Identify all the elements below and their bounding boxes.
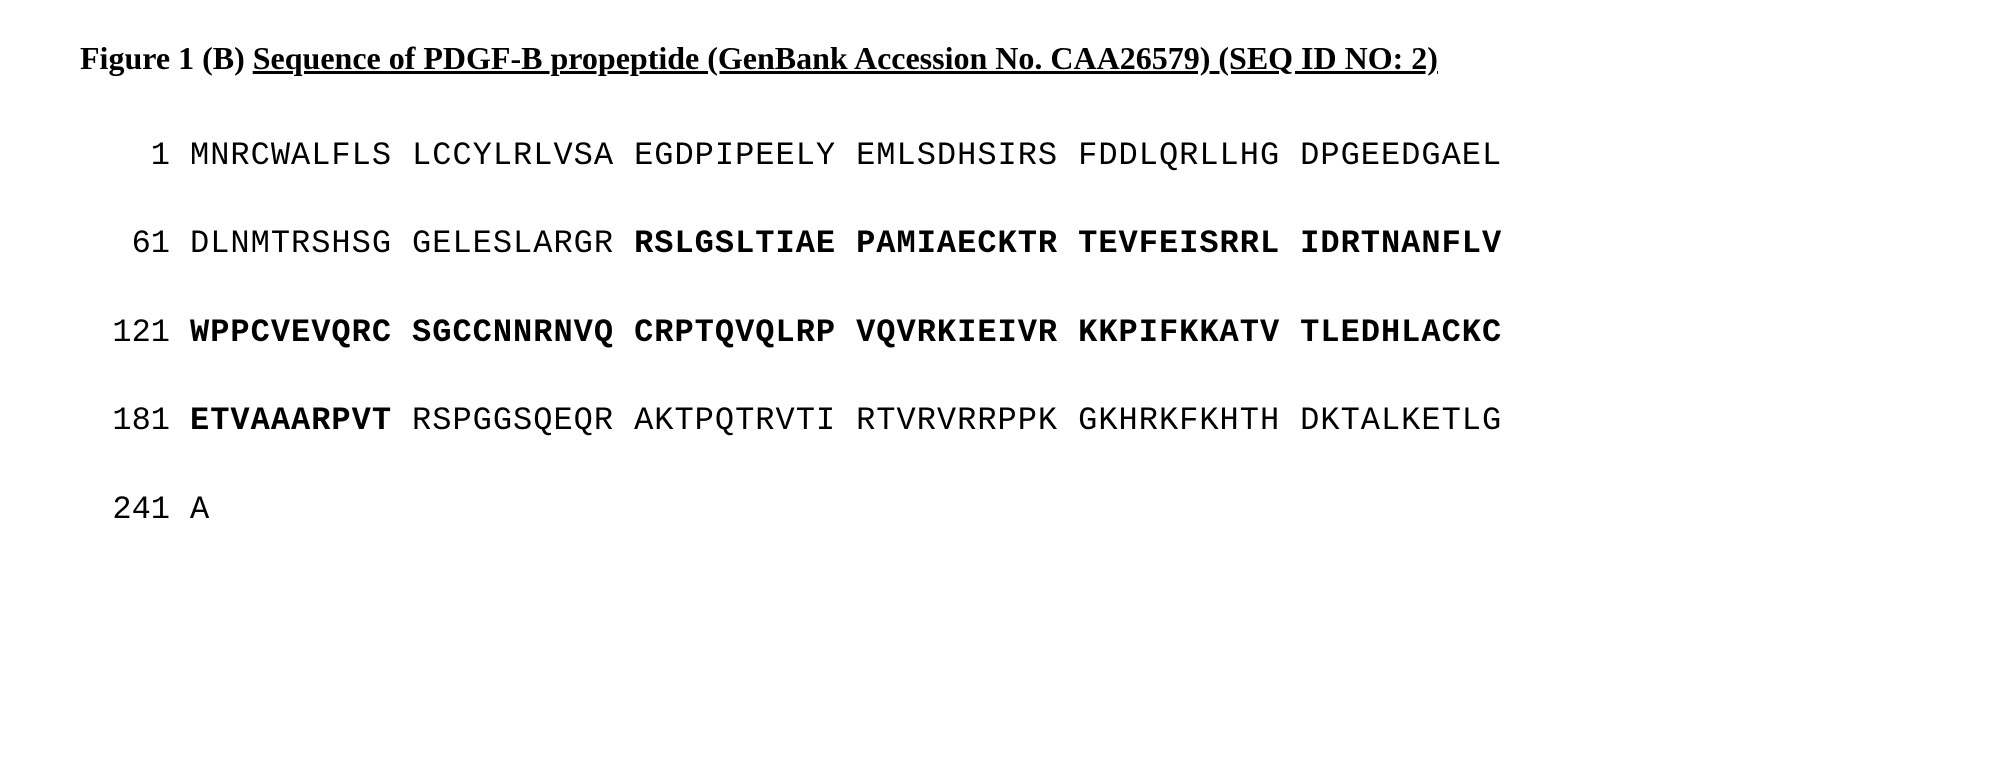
figure-title: Figure 1 (B) Sequence of PDGF-B propepti… bbox=[80, 40, 1926, 77]
sequence-row: 1 MNRCWALFLS LCCYLRLVSA EGDPIPEELY EMLSD… bbox=[80, 137, 1926, 175]
sequence-block: FDDLQRLLHG bbox=[1078, 137, 1280, 175]
sequence-row: 181 ETVAAARPVT RSPGGSQEQR AKTPQTRVTI RTV… bbox=[80, 402, 1926, 440]
sequence-block: CRPTQVQLRP bbox=[634, 314, 836, 352]
position-label: 181 bbox=[80, 402, 170, 440]
sequence-block: DPGEEDGAEL bbox=[1300, 137, 1502, 175]
sequence-block: RSPGGSQEQR bbox=[412, 402, 614, 440]
sequence-block: RSLGSLTIAE bbox=[634, 225, 836, 263]
sequence-row: 61 DLNMTRSHSG GELESLARGR RSLGSLTIAE PAMI… bbox=[80, 225, 1926, 263]
sequence-block: KKPIFKKATV bbox=[1078, 314, 1280, 352]
sequence-block: GKHRKFKHTH bbox=[1078, 402, 1280, 440]
sequence-block: RTVRVRRPPK bbox=[856, 402, 1058, 440]
sequence-block: MNRCWALFLS bbox=[190, 137, 392, 175]
title-underlined: Sequence of PDGF-B propeptide (GenBank A… bbox=[253, 40, 1438, 76]
sequence-block: DLNMTRSHSG bbox=[190, 225, 392, 263]
position-label: 121 bbox=[80, 314, 170, 352]
sequence-block: VQVRKIEIVR bbox=[856, 314, 1058, 352]
sequence-block: EGDPIPEELY bbox=[634, 137, 836, 175]
sequence-block: A bbox=[190, 491, 210, 529]
title-prefix: Figure 1 (B) bbox=[80, 40, 253, 76]
sequence-row: 241 A bbox=[80, 491, 1926, 529]
sequence-block: IDRTNANFLV bbox=[1300, 225, 1502, 263]
sequence-container: 1 MNRCWALFLS LCCYLRLVSA EGDPIPEELY EMLSD… bbox=[80, 137, 1926, 529]
sequence-block: TEVFEISRRL bbox=[1078, 225, 1280, 263]
sequence-block: GELESLARGR bbox=[412, 225, 614, 263]
sequence-block: ETVAAARPVT bbox=[190, 402, 392, 440]
sequence-block: EMLSDHSIRS bbox=[856, 137, 1058, 175]
sequence-block: TLEDHLACKC bbox=[1300, 314, 1502, 352]
sequence-block: SGCCNNRNVQ bbox=[412, 314, 614, 352]
sequence-block: WPPCVEVQRC bbox=[190, 314, 392, 352]
sequence-block: PAMIAECKTR bbox=[856, 225, 1058, 263]
sequence-block: LCCYLRLVSA bbox=[412, 137, 614, 175]
position-label: 1 bbox=[80, 137, 170, 175]
position-label: 241 bbox=[80, 491, 170, 529]
sequence-row: 121 WPPCVEVQRC SGCCNNRNVQ CRPTQVQLRP VQV… bbox=[80, 314, 1926, 352]
position-label: 61 bbox=[80, 225, 170, 263]
sequence-block: AKTPQTRVTI bbox=[634, 402, 836, 440]
sequence-block: DKTALKETLG bbox=[1300, 402, 1502, 440]
